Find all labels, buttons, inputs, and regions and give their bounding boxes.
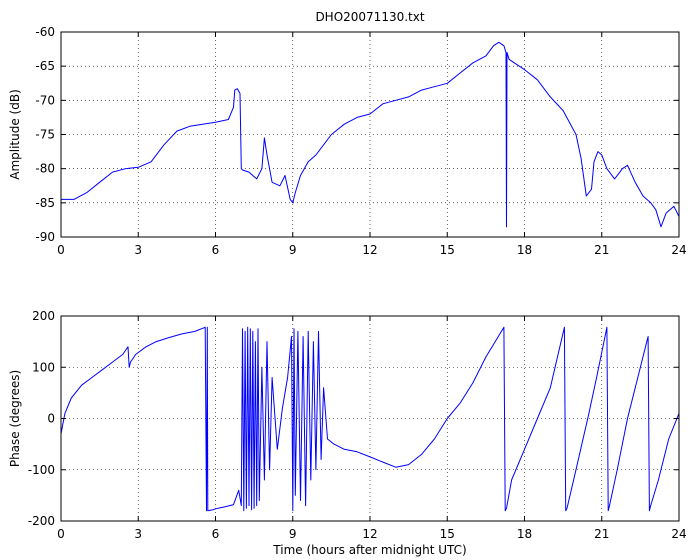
y-tick-label: -200 [28,514,55,528]
y-tick-label: -90 [35,230,55,244]
amplitude-panel: DHO20071130.txt 0 3 6 9 12 15 18 21 24 -90 -85 -80 -… [8,10,687,257]
y-tick-label: -60 [35,25,55,39]
amplitude-series-line [61,41,680,228]
x-tick-label: 0 [57,527,65,541]
phase-series-line [60,326,680,512]
x-tick-label: 12 [362,527,377,541]
x-tick-label: 0 [57,243,65,257]
x-tick-label: 3 [134,243,142,257]
x-tick-label: 15 [440,527,455,541]
x-tick-label: 12 [362,243,377,257]
y-tick-label: -75 [35,128,55,142]
y-tick-label: -65 [35,59,55,73]
x-tick-label: 3 [134,527,142,541]
x-tick-label: 15 [440,243,455,257]
x-axis-label: Time (hours after midnight UTC) [272,543,466,557]
chart-title: DHO20071130.txt [315,10,424,24]
y-tick-label: 100 [32,360,55,374]
x-tick-label: 24 [671,243,686,257]
x-tick-label: 21 [594,243,609,257]
x-tick-label: 6 [212,527,220,541]
phase-panel: 0 3 6 9 12 15 18 21 24 -200 -100 0 100 200 Phase (deg… [8,309,687,557]
x-tick-label: 18 [517,243,532,257]
phase-grid [61,316,679,521]
y-tick-label: 200 [32,309,55,323]
x-tick-label: 9 [289,243,297,257]
y-tick-label: -100 [28,463,55,477]
amplitude-ticks: 0 3 6 9 12 15 18 21 24 -90 -85 -80 -75 -70 -65 -60 [35,25,686,257]
x-tick-label: 9 [289,527,297,541]
y-tick-label: -70 [35,93,55,107]
x-tick-label: 24 [671,527,686,541]
amplitude-grid [61,32,679,237]
y-tick-label: -80 [35,162,55,176]
x-tick-label: 21 [594,527,609,541]
phase-ticks: 0 3 6 9 12 15 18 21 24 -200 -100 0 100 200 [28,309,687,541]
amplitude-y-axis-label: Amplitude (dB) [8,89,22,180]
x-tick-label: 18 [517,527,532,541]
x-tick-label: 6 [212,243,220,257]
y-tick-label: 0 [47,412,55,426]
y-tick-label: -85 [35,196,55,210]
phase-y-axis-label: Phase (degrees) [8,370,22,467]
